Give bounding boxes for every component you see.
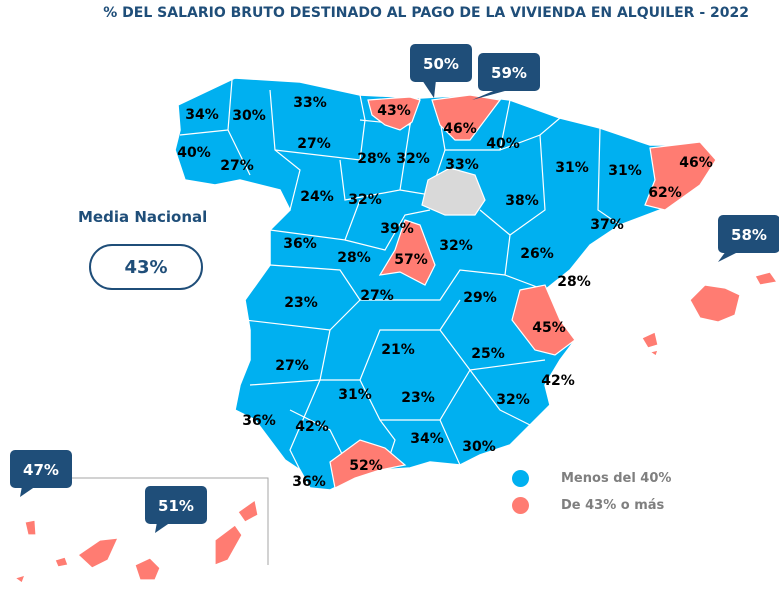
mainland-low-region [174, 77, 716, 491]
province-label: 32% [348, 192, 382, 208]
islands-formentera [648, 349, 659, 357]
callout: 51% [145, 486, 207, 533]
province-label: 32% [496, 392, 530, 408]
province-label: 31% [338, 387, 372, 403]
media-nacional-value: 43% [89, 244, 203, 290]
callout: 47% [10, 450, 72, 497]
canary-island [24, 519, 37, 536]
province-label: 33% [293, 95, 327, 111]
callout: 58% [718, 215, 779, 262]
canary-island [237, 498, 259, 523]
province-label: 46% [679, 155, 713, 171]
legend-label-high: De 43% o más [561, 498, 665, 513]
province-label: 52% [349, 458, 383, 474]
province-label: 36% [292, 474, 326, 490]
canarias-frame [20, 477, 269, 565]
province-label: 43% [377, 103, 411, 119]
region-barcelona-girona [644, 141, 717, 211]
province-label: 57% [394, 252, 428, 268]
canary-island [13, 574, 26, 584]
region-madrid [378, 219, 436, 286]
province-label: 27% [297, 136, 331, 152]
province-label: 23% [401, 390, 435, 406]
region-valencia [511, 284, 576, 356]
high-regions [13, 94, 779, 584]
province-label: 46% [443, 121, 477, 137]
region-cantabria [367, 96, 421, 131]
callout-value: 59% [491, 64, 527, 82]
region-basque [431, 94, 502, 141]
canary-island [134, 557, 161, 581]
province-label: 40% [177, 145, 211, 161]
media-nacional-label: Media Nacional [78, 208, 208, 226]
province-label: 40% [486, 136, 520, 152]
province-label: 45% [532, 320, 566, 336]
province-labels: 34% 30% 33% 43% 46% 40% 40% 27% 27% 28% 32% 33% 31% 3… [177, 95, 713, 490]
callout-value: 47% [23, 461, 59, 479]
canary-island [54, 556, 69, 568]
province-label: 23% [284, 295, 318, 311]
province-label: 39% [380, 221, 414, 237]
region-malaga [329, 439, 407, 489]
province-label: 30% [232, 108, 266, 124]
province-label: 34% [410, 431, 444, 447]
province-label: 28% [357, 151, 391, 167]
province-label: 36% [242, 413, 276, 429]
region-nodata [421, 167, 486, 216]
legend-label-low: Menos del 40% [561, 471, 672, 486]
province-label: 32% [439, 238, 473, 254]
province-label: 31% [608, 163, 642, 179]
callout: 59% [472, 53, 540, 100]
callout-value: 51% [158, 497, 194, 515]
province-label: 31% [555, 160, 589, 176]
islands-menorca [754, 271, 779, 286]
canary-island [214, 524, 243, 566]
legend-item-low: Menos del 40% [512, 470, 671, 487]
province-label: 30% [462, 439, 496, 455]
province-label: 27% [275, 358, 309, 374]
province-label: 28% [337, 250, 371, 266]
province-label: 32% [396, 151, 430, 167]
legend-dot-high [512, 497, 529, 514]
callout-value: 58% [731, 226, 767, 244]
province-label: 38% [505, 193, 539, 209]
map-title: % DEL SALARIO BRUTO DESTINADO AL PAGO DE… [103, 5, 749, 21]
province-label: 29% [463, 290, 497, 306]
province-label: 33% [445, 157, 479, 173]
legend-item-high: De 43% o más [512, 497, 664, 514]
province-label: 42% [541, 373, 575, 389]
province-label: 25% [471, 346, 505, 362]
province-label: 27% [360, 288, 394, 304]
islands-baleares [689, 284, 741, 323]
province-label: 28% [557, 274, 591, 290]
province-label: 21% [381, 342, 415, 358]
province-label: 37% [590, 217, 624, 233]
callout-value: 50% [423, 55, 459, 73]
province-label: 24% [300, 189, 334, 205]
province-label: 34% [185, 107, 219, 123]
legend-dot-low [512, 470, 529, 487]
callouts: 50% 59% 58% 47% 51% [10, 44, 779, 533]
province-label: 27% [220, 158, 254, 174]
province-label: 36% [283, 236, 317, 252]
callout: 50% [410, 44, 472, 98]
province-label: 42% [295, 419, 329, 435]
province-label: 26% [520, 246, 554, 262]
province-label: 62% [648, 185, 682, 201]
islands-ibiza [641, 331, 659, 349]
canary-island [77, 537, 119, 569]
